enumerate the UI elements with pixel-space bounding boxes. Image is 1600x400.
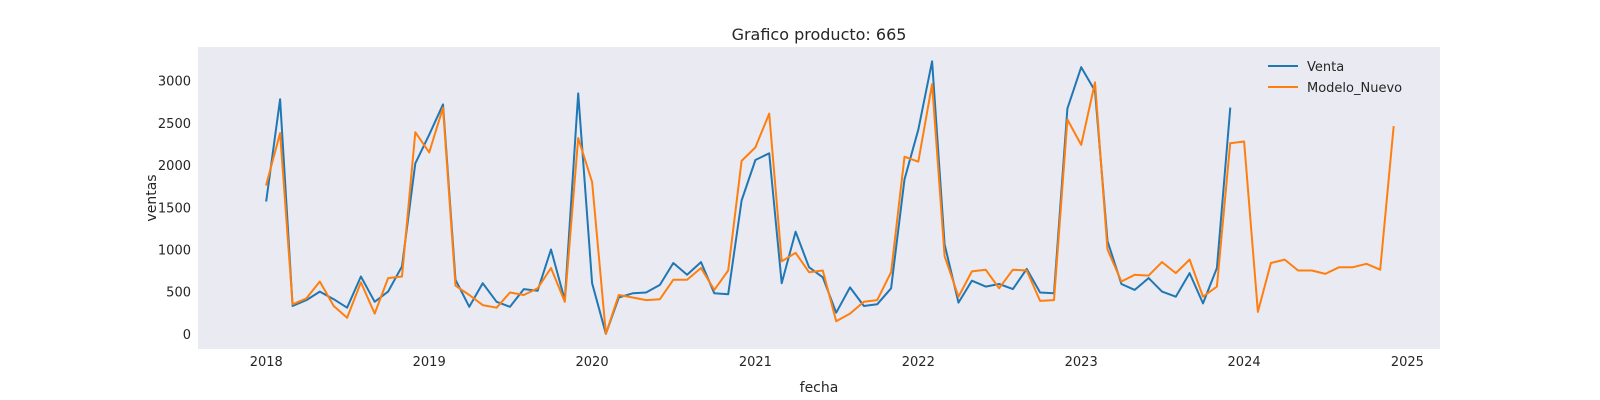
x-tick-label: 2025 [1391, 355, 1424, 370]
x-tick-label: 2020 [576, 355, 609, 370]
x-axis: 2018 2019 2020 2021 2022 2023 2024 2025 [250, 355, 1424, 370]
legend-label: Modelo_Nuevo [1307, 81, 1402, 96]
legend-label: Venta [1307, 60, 1344, 75]
y-tick-label: 2000 [158, 159, 191, 174]
y-tick-label: 0 [183, 328, 191, 343]
plot-area [198, 47, 1440, 349]
y-axis-label: ventas [144, 174, 160, 221]
series-line-modelo-nuevo [265, 81, 1395, 335]
x-tick-label: 2018 [250, 355, 283, 370]
y-axis: 0 500 1000 1500 2000 2500 3000 [158, 75, 191, 343]
x-axis-label: fecha [800, 380, 839, 396]
x-tick-label: 2022 [902, 355, 935, 370]
chart-title: Grafico producto: 665 [732, 25, 907, 44]
y-tick-label: 2500 [158, 117, 191, 132]
legend: Venta Modelo_Nuevo [1268, 60, 1402, 96]
x-tick-label: 2024 [1228, 355, 1261, 370]
x-tick-label: 2019 [413, 355, 446, 370]
x-tick-label: 2023 [1065, 355, 1098, 370]
y-tick-label: 3000 [158, 75, 191, 90]
y-tick-label: 1000 [158, 243, 191, 258]
y-tick-label: 500 [166, 286, 191, 301]
series-line-venta [265, 60, 1232, 335]
y-tick-label: 1500 [158, 201, 191, 216]
x-tick-label: 2021 [739, 355, 772, 370]
series-layer [265, 60, 1395, 335]
